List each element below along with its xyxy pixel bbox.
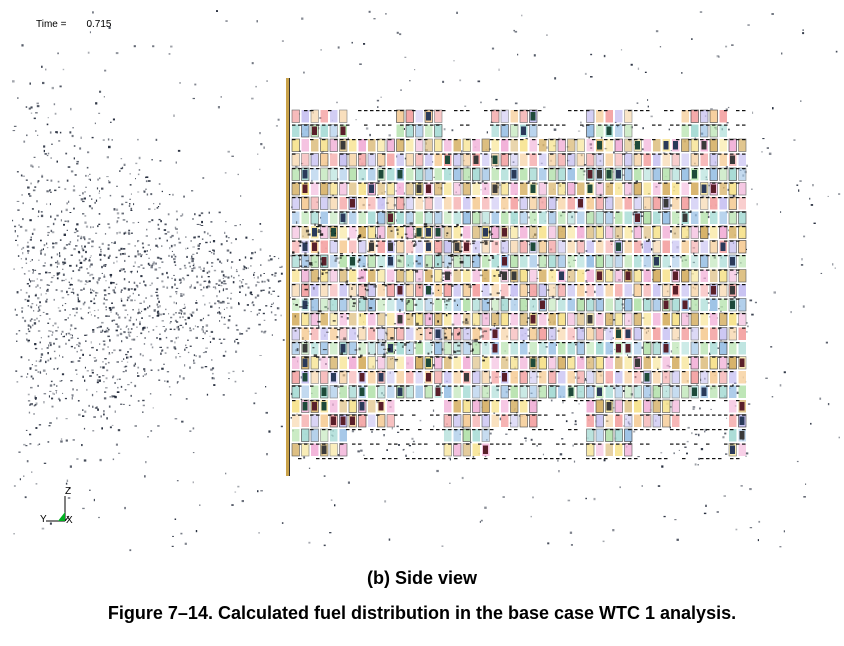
simulation-view: Time = 0.715 Z Y X xyxy=(12,10,841,552)
axes-triad-icon xyxy=(46,496,70,522)
tower-structure xyxy=(286,78,747,476)
time-value: 0.715 xyxy=(86,19,112,30)
axis-x-label: X xyxy=(66,515,73,526)
subfigure-caption: (b) Side view xyxy=(366,568,478,588)
fuel-distribution-render xyxy=(12,10,841,552)
coordinate-axes: Z Y X xyxy=(38,486,78,530)
axis-z-label: Z xyxy=(65,486,72,497)
figure-caption: Figure 7–14. Calculated fuel distributio… xyxy=(107,603,737,623)
time-readout: Time = 0.715 xyxy=(36,19,112,30)
axis-y-label: Y xyxy=(40,514,47,525)
time-label: Time = xyxy=(36,19,67,30)
